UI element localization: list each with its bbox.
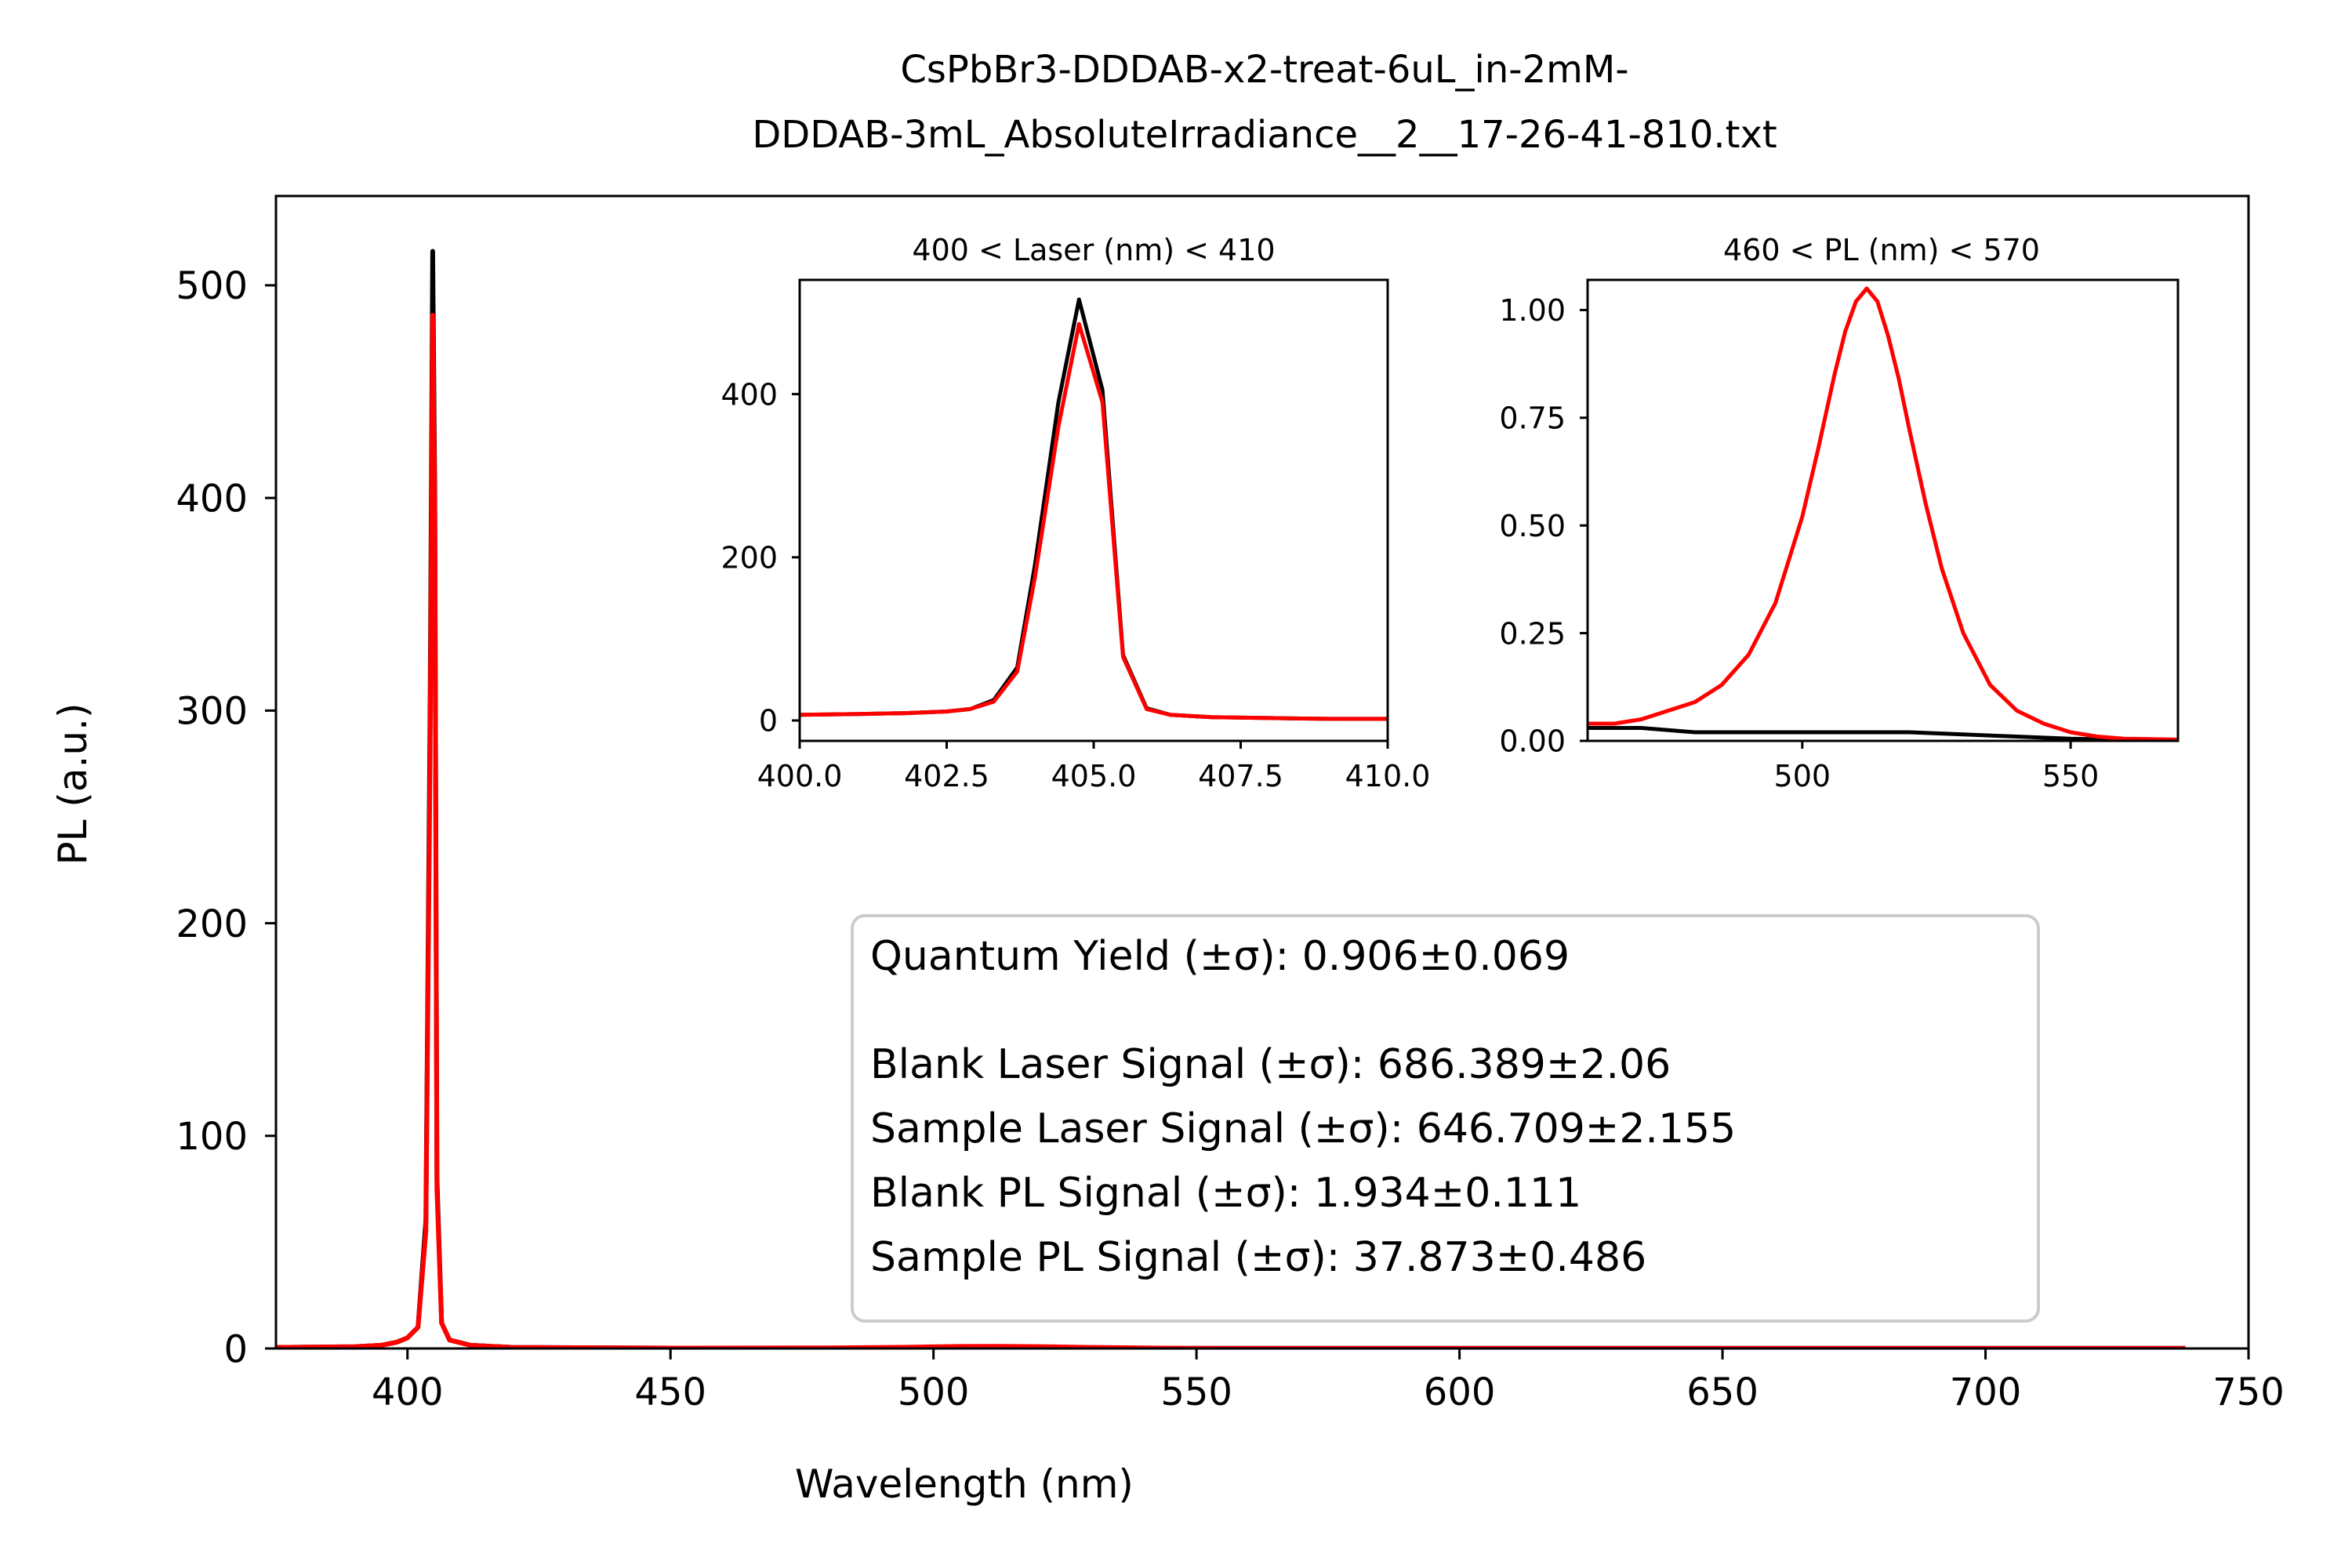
stats-blank-pl: Blank PL Signal (±σ): 1.934±0.111 (870, 1170, 1581, 1217)
main-ytick-label: 300 (176, 690, 248, 734)
main-xtick-label: 500 (898, 1370, 970, 1414)
inset_laser-xtick-label: 400.0 (757, 759, 843, 793)
inset_pl-xtick-label: 500 (1774, 759, 1831, 793)
inset_pl-series-blank (1588, 726, 2178, 741)
main-xlabel: Wavelength (nm) (795, 1461, 1134, 1507)
main-ytick-label: 100 (176, 1115, 248, 1159)
main-xtick-label: 600 (1424, 1370, 1496, 1414)
inset_laser-ytick-label: 400 (720, 377, 778, 412)
stats-sample-laser: Sample Laser Signal (±σ): 646.709±2.155 (870, 1105, 1736, 1152)
figure-title-line2: DDDAB-3mL_AbsoluteIrradiance__2__17-26-4… (752, 113, 1777, 157)
inset_laser-series-sample (800, 321, 1388, 721)
stats-box (851, 914, 2040, 1323)
figure-title-line1: CsPbBr3-DDDAB-x2-treat-6uL_in-2mM- (900, 48, 1628, 92)
inset_laser-xtick-label: 402.5 (904, 759, 989, 793)
main-xtick-label: 550 (1160, 1370, 1232, 1414)
inset_pl-ytick-label: 0.00 (1499, 724, 1566, 759)
main-ytick-label: 500 (176, 264, 248, 308)
main-xtick-label: 400 (372, 1370, 444, 1414)
inset_pl-ytick-label: 0.50 (1499, 509, 1566, 543)
inset-laser-title: 400 < Laser (nm) < 410 (912, 233, 1275, 267)
stats-blank-laser: Blank Laser Signal (±σ): 686.389±2.06 (870, 1041, 1671, 1088)
inset-pl-plot: 500 550 0.00 0.25 0.50 0.75 1.00 (1499, 278, 2180, 793)
inset_laser-ytick-label: 0 (759, 704, 778, 739)
main-axes-frame (274, 194, 2250, 1350)
main-ytick-label: 0 (223, 1327, 248, 1371)
stats-quantum-yield: Quantum Yield (±σ): 0.906±0.069 (870, 933, 1570, 980)
main-ytick-label: 200 (176, 902, 248, 946)
inset_laser-xtick-label: 405.0 (1051, 759, 1137, 793)
inset_pl-ytick-label: 0.75 (1499, 401, 1566, 436)
main-xtick-label: 450 (634, 1370, 706, 1414)
inset-pl-title: 460 < PL (nm) < 570 (1723, 233, 2040, 267)
inset_pl-series-sample (1588, 286, 2178, 741)
inset_pl-axes-frame (1586, 278, 2180, 742)
inset_pl-ytick-label: 0.25 (1499, 616, 1566, 651)
inset_pl-ytick-label: 1.00 (1499, 293, 1566, 328)
main-ylabel: PL (a.u.) (50, 702, 96, 865)
stats-sample-pl: Sample PL Signal (±σ): 37.873±0.486 (870, 1234, 1646, 1281)
main-ytick-label: 400 (176, 477, 248, 521)
main-xtick-label: 700 (1950, 1370, 2022, 1414)
inset_pl-xtick-label: 550 (2042, 759, 2100, 793)
inset-laser-plot: 400.0 402.5 405.0 407.5 410.0 0 200 400 (720, 278, 1431, 793)
inset_laser-xtick-label: 407.5 (1198, 759, 1283, 793)
main-plot: 400 450 500 550 600 650 700 750 0 100 200 300 400 500 (176, 194, 2285, 1414)
inset_laser-xtick-label: 410.0 (1345, 759, 1431, 793)
main-xtick-label: 750 (2212, 1370, 2285, 1414)
inset_laser-ytick-label: 200 (720, 541, 778, 575)
main-xtick-label: 650 (1686, 1370, 1759, 1414)
